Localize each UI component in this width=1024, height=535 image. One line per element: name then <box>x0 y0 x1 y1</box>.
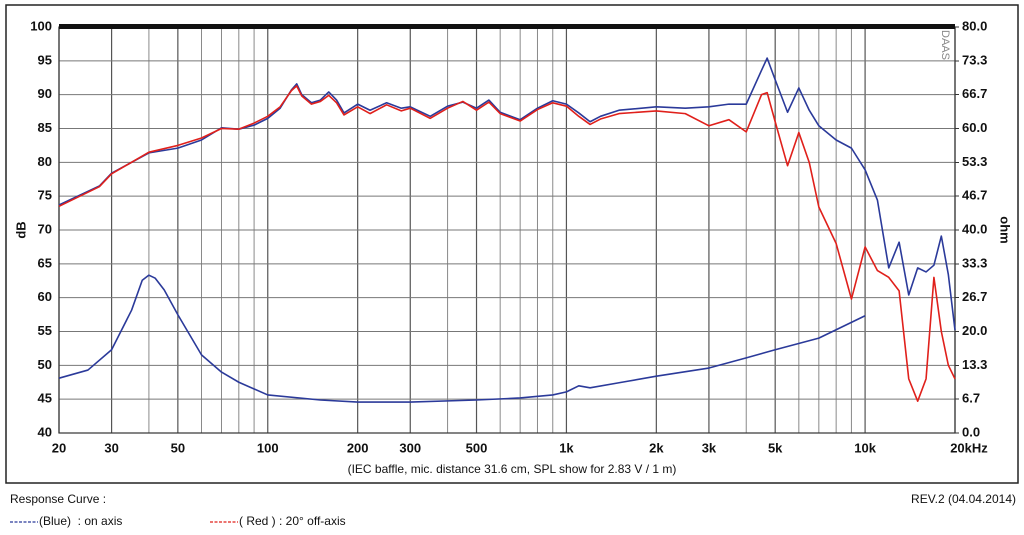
x-tick-label: 5k <box>768 440 783 455</box>
y-tick-label: 55 <box>38 323 52 338</box>
revision: REV.2 (04.04.2014) <box>911 492 1016 506</box>
y-tick-label: 95 <box>38 52 52 67</box>
top-bar <box>59 24 955 29</box>
x-tick-label: 30 <box>104 440 118 455</box>
y2-tick-label: 46.7 <box>962 187 987 202</box>
legend-title: Response Curve : <box>10 492 106 506</box>
series-line <box>58 85 956 402</box>
y-axis-label: dB <box>13 221 28 238</box>
y2-tick-label: 6.7 <box>962 390 980 405</box>
x-tick-label: 20 <box>52 440 66 455</box>
series-line <box>58 274 866 403</box>
y2-tick-label: 73.3 <box>962 52 987 67</box>
watermark: DAAS <box>939 30 951 60</box>
y2-tick-label: 33.3 <box>962 255 987 270</box>
x-tick-label: 10k <box>854 440 876 455</box>
y2-axis-label: ohm <box>998 216 1013 243</box>
y2-tick-label: 66.7 <box>962 86 987 101</box>
y2-tick-label: 13.3 <box>962 357 987 372</box>
x-tick-label: 50 <box>171 440 185 455</box>
x-tick-label: 100 <box>257 440 279 455</box>
y-tick-label: 50 <box>38 357 52 372</box>
y-tick-label: 80 <box>38 154 52 169</box>
x-axis-title: (IEC baffle, mic. distance 31.6 cm, SPL … <box>348 462 677 476</box>
y2-tick-label: 26.7 <box>962 289 987 304</box>
y-tick-label: 90 <box>38 86 52 101</box>
frame <box>5 4 1019 484</box>
y-tick-label: 100 <box>30 18 52 33</box>
legend-label: ( Red ) : 20° off-axis <box>239 514 346 528</box>
y-tick-label: 45 <box>38 391 52 406</box>
x-tick-label: 1k <box>559 440 574 455</box>
y-tick-label: 60 <box>38 289 52 304</box>
y-tick-label: 40 <box>38 424 52 439</box>
y2-tick-label: 60.0 <box>962 120 987 135</box>
y-tick-label: 65 <box>38 255 52 270</box>
legend-label: (Blue) : on axis <box>39 514 122 528</box>
x-tick-label: 300 <box>399 440 421 455</box>
y2-tick-label: 20.0 <box>962 323 987 338</box>
x-tick-label: 20kHz <box>950 440 988 455</box>
y-tick-label: 70 <box>38 221 52 236</box>
y-tick-label: 85 <box>38 120 52 135</box>
x-tick-label: 500 <box>466 440 488 455</box>
x-tick-label: 2k <box>649 440 664 455</box>
y2-tick-label: 40.0 <box>962 221 987 236</box>
x-tick-label: 3k <box>702 440 717 455</box>
y2-tick-label: 80.0 <box>962 18 987 33</box>
y2-tick-label: 0.0 <box>962 424 980 439</box>
x-tick-label: 200 <box>347 440 369 455</box>
y2-tick-label: 53.3 <box>962 154 987 169</box>
y-tick-label: 75 <box>38 188 52 203</box>
